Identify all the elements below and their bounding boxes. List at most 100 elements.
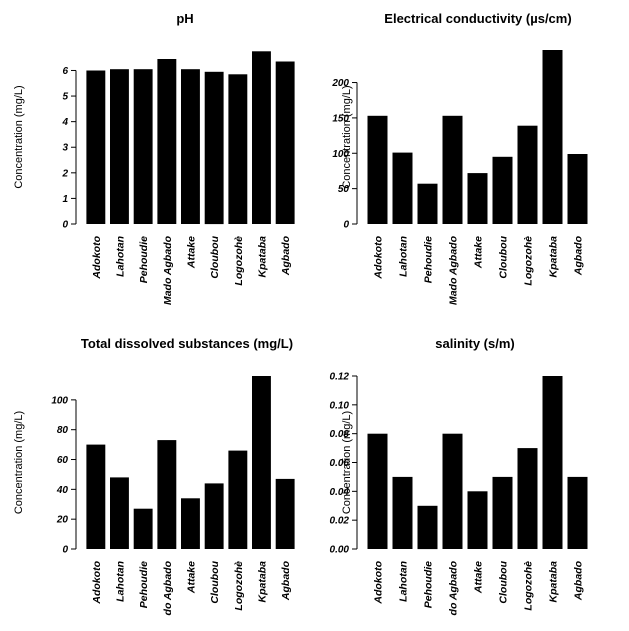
chart-title: Electrical conductivity (µs/cm) — [384, 11, 571, 26]
x-tick-label: Lahotan — [115, 236, 127, 277]
bar-pehoudie — [133, 69, 153, 224]
bar-kpataba — [542, 50, 563, 224]
x-tick-label: Agbado — [573, 560, 585, 601]
chart-title: salinity (s/m) — [435, 336, 514, 351]
chart-panel-4: salinity (s/m) Concentration (mg/L) 0.00 0.… — [330, 336, 588, 615]
y-tick-label: 200 — [331, 78, 349, 89]
chart-panel-2: Electrical conductivity (µs/cm) Concentra… — [331, 11, 588, 305]
x-tick-label: Cloubou — [209, 560, 221, 603]
x-tick-label: Lahotan — [398, 561, 410, 602]
bar-adokoto — [86, 444, 106, 549]
bar-agbado — [275, 61, 295, 224]
x-tick-label: Logozohè — [233, 236, 245, 286]
x-tick-label: Attake — [186, 561, 198, 594]
x-tick-label: Logozohè — [233, 561, 245, 611]
x-tick-label: Attake — [186, 236, 198, 269]
bar-cloubou — [204, 71, 224, 225]
x-tick-label: Attake — [473, 236, 485, 269]
bar-agbado — [275, 478, 295, 549]
bar-pehoudie — [417, 505, 438, 550]
y-tick-label: 0 — [62, 220, 68, 231]
bar-cloubou — [204, 483, 224, 549]
x-tick-label: Agbado — [280, 235, 292, 276]
bar-adokoto — [367, 115, 388, 224]
bar-mado-agbado — [157, 59, 177, 224]
bar-logozoh- — [517, 448, 538, 549]
bar-attake — [467, 491, 488, 549]
x-tick-label: Kpataba — [548, 236, 560, 278]
bar-pehoudie — [417, 183, 438, 224]
x-tick-label: Pehoudie — [423, 236, 435, 283]
bar-attake — [181, 69, 200, 224]
y-axis-label: Concentration (mg/L) — [13, 411, 25, 514]
x-tick-label: Mado Agbado — [448, 235, 460, 305]
x-tick-label: Logozohè — [523, 561, 535, 611]
bar-cloubou — [492, 156, 513, 224]
bar-pehoudie — [133, 508, 153, 549]
y-tick-label: 100 — [332, 149, 349, 160]
x-tick-label: Kpataba — [257, 561, 269, 603]
x-tick-label: Pehoudie — [138, 236, 150, 283]
y-axis-label: Concentration (mg/L) — [341, 85, 353, 188]
bar-attake — [181, 498, 200, 549]
bar-cloubou — [492, 476, 513, 549]
x-tick-label: Lahotan — [398, 236, 410, 277]
x-tick-label: do Agbado — [448, 560, 460, 615]
x-tick-label: Pehoudie — [138, 561, 150, 608]
y-axis-label: Concentration (mg/L) — [341, 411, 353, 514]
y-tick-label: 0.12 — [330, 372, 350, 383]
x-tick-label: Adokoto — [373, 235, 385, 279]
y-tick-label: 60 — [57, 455, 69, 466]
x-tick-label: Pehoudie — [423, 561, 435, 608]
y-tick-label: 3 — [62, 143, 68, 154]
bar-lahotan — [110, 477, 129, 549]
y-tick-label: 40 — [56, 485, 69, 496]
bar-kpataba — [542, 376, 563, 549]
x-tick-label: Agbado — [280, 560, 292, 601]
y-tick-label: 4 — [61, 117, 68, 128]
bar-do-agbado — [157, 440, 177, 549]
x-tick-label: Agbado — [573, 235, 585, 276]
bar-logozoh- — [517, 125, 538, 224]
chart-title: Total dissolved substances (mg/L) — [81, 336, 293, 351]
y-tick-label: 0.08 — [330, 429, 350, 440]
y-tick-label: 20 — [56, 515, 69, 526]
bar-kpataba — [252, 376, 271, 549]
x-tick-label: Attake — [473, 561, 485, 594]
bar-kpataba — [252, 51, 271, 224]
x-tick-label: Lahotan — [115, 561, 127, 602]
y-tick-label: 0 — [62, 545, 68, 556]
bar-logozoh- — [228, 450, 248, 549]
x-tick-label: Mado Agbado — [162, 235, 174, 305]
y-tick-label: 5 — [62, 92, 68, 103]
y-tick-label: 0.10 — [330, 400, 350, 411]
bar-logozoh- — [228, 74, 248, 224]
x-tick-label: Adokoto — [91, 560, 103, 604]
bar-mado-agbado — [442, 115, 463, 224]
x-tick-label: Cloubou — [498, 235, 510, 278]
bar-agbado — [567, 476, 588, 549]
y-tick-label: 100 — [51, 395, 68, 406]
y-tick-label: 0.06 — [330, 458, 350, 469]
bar-lahotan — [392, 152, 413, 224]
chart-panel-1: pH Concentration (mg/L) 0 1 2 3 4 5 6 Adokoto Laho… — [13, 11, 295, 305]
x-tick-label: Kpataba — [257, 236, 269, 278]
y-tick-label: 6 — [62, 66, 68, 77]
y-tick-label: 1 — [62, 194, 68, 205]
bar-lahotan — [392, 476, 413, 549]
x-tick-label: Logozohè — [523, 236, 535, 286]
x-tick-label: Kpataba — [548, 561, 560, 603]
bar-attake — [467, 173, 488, 224]
y-tick-label: 80 — [57, 425, 69, 436]
x-tick-label: Cloubou — [498, 560, 510, 603]
y-tick-label: 150 — [332, 113, 349, 124]
y-tick-label: 0.02 — [330, 516, 350, 527]
bar-adokoto — [86, 70, 106, 224]
bar-lahotan — [110, 69, 129, 224]
y-tick-label: 0.04 — [330, 487, 350, 498]
y-tick-label: 0.00 — [330, 545, 350, 556]
bar-agbado — [567, 154, 588, 224]
x-tick-label: do Agbado — [162, 560, 174, 615]
y-axis-label: Concentration (mg/L) — [13, 85, 25, 188]
x-tick-label: Adokoto — [373, 560, 385, 604]
